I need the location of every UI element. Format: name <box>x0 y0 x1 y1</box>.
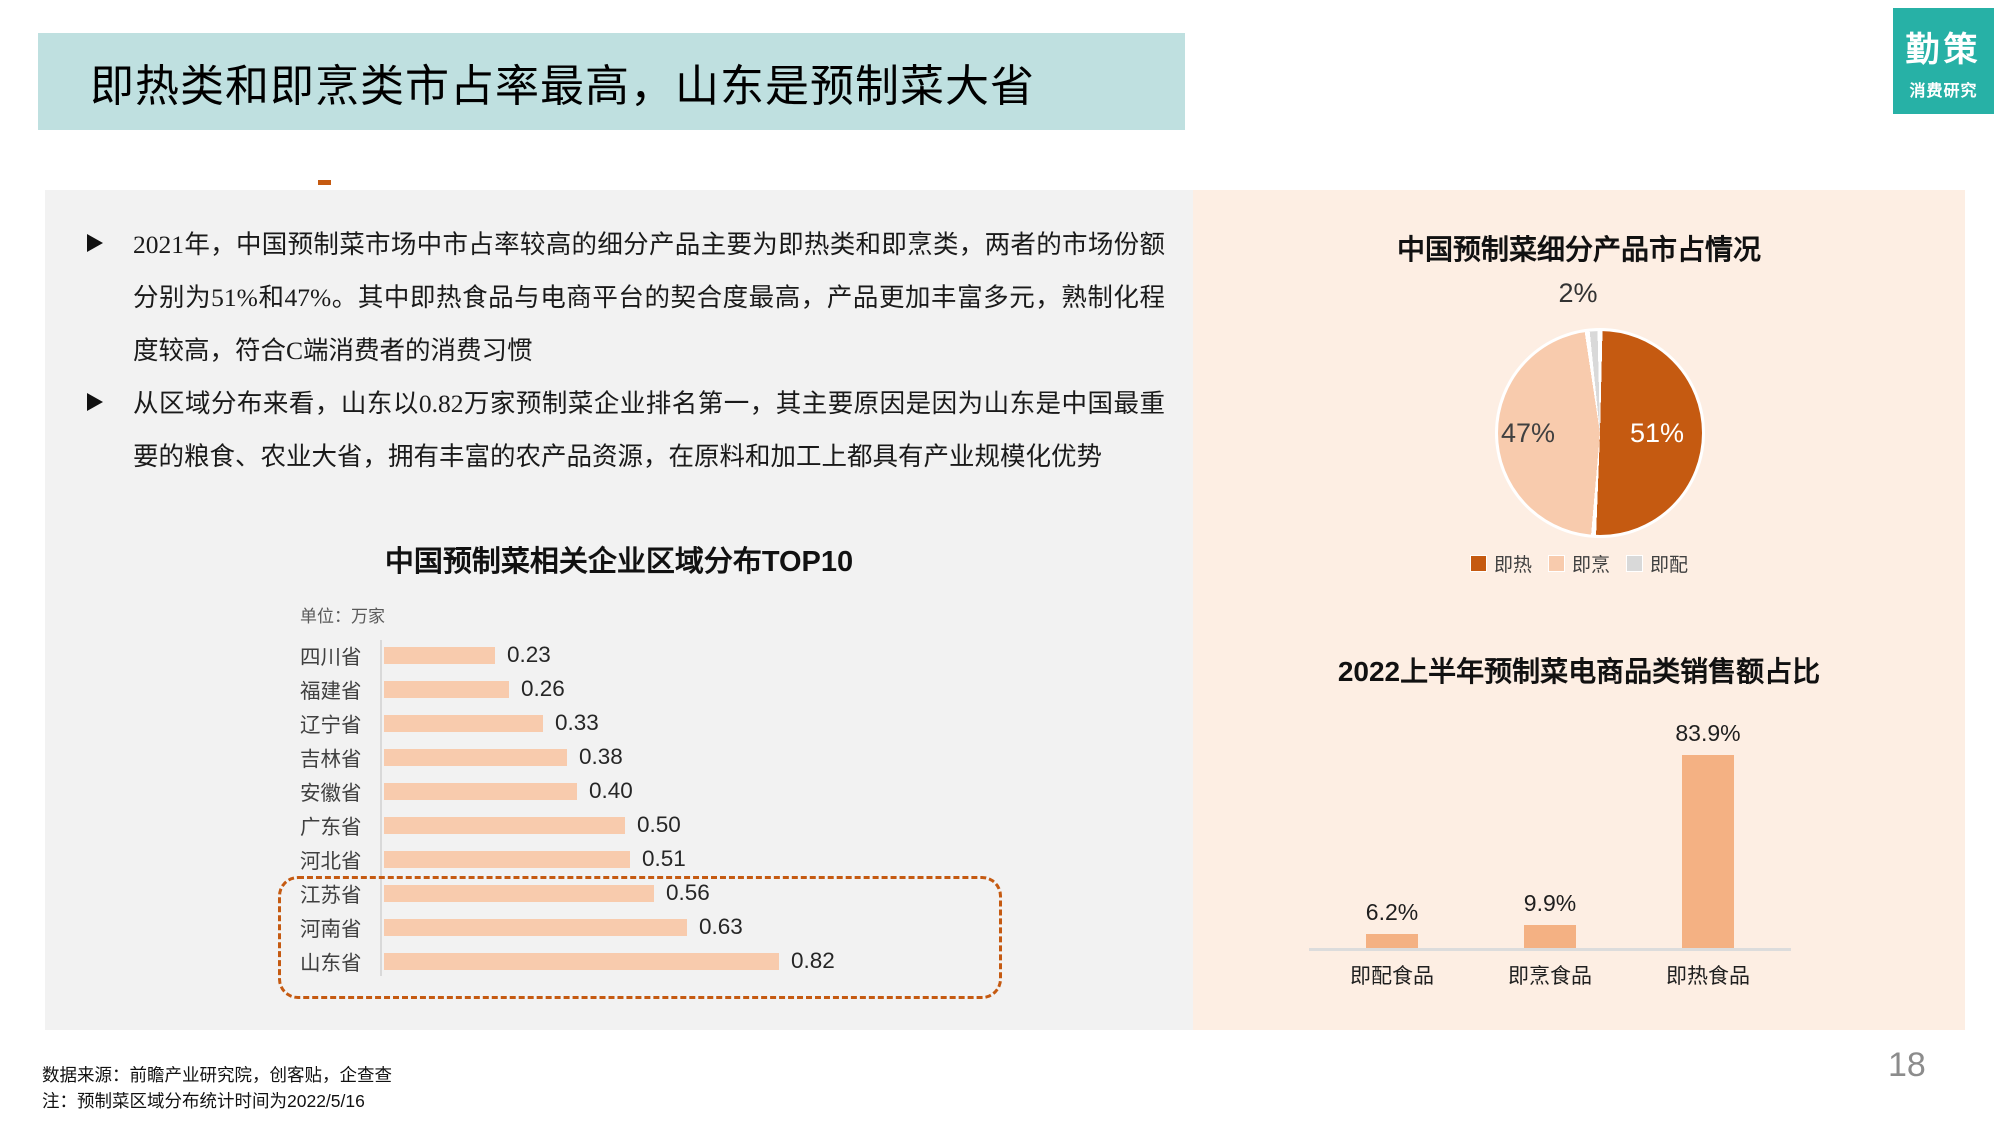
bar-row: 福建省 0.26 <box>300 672 1160 706</box>
bar <box>384 782 577 800</box>
value-label: 83.9% <box>1675 720 1741 746</box>
legend-label: 即配 <box>1650 555 1689 576</box>
category-label: 即热食品 <box>1666 965 1750 988</box>
category-label: 福建省 <box>300 680 362 703</box>
pie-slice-label: 47% <box>1500 418 1556 448</box>
category-label: 吉林省 <box>300 748 362 771</box>
value-label: 0.56 <box>666 880 710 905</box>
bullet-text: 从区域分布来看，山东以0.82万家预制菜企业排名第一，其主要原因是因为山东是中国… <box>133 389 1165 471</box>
bar <box>384 748 567 766</box>
pie-legend: 即热 即烹 即配 <box>1193 550 1965 577</box>
column: 83.9% <box>1629 720 1787 948</box>
category-label: 河南省 <box>300 918 362 941</box>
value-label: 0.51 <box>642 846 686 871</box>
bar <box>384 680 509 698</box>
bar <box>384 952 779 970</box>
right-content-panel: 中国预制菜细分产品市占情况 2% 51% 47% 即热 即烹 即配 2022上半年预… <box>1193 190 1965 1030</box>
bar-row: 辽宁省 0.33 <box>300 706 1160 740</box>
column: 9.9% <box>1471 890 1629 948</box>
value-label: 0.82 <box>791 948 835 973</box>
category-label: 安徽省 <box>300 782 362 805</box>
value-label: 0.63 <box>699 914 743 939</box>
bar-row: 广东省 0.50 <box>300 808 1160 842</box>
bar-row: 安徽省 0.40 <box>300 774 1160 808</box>
bar <box>384 714 543 732</box>
bar-row: 河北省 0.51 <box>300 842 1160 876</box>
page-title: 即热类和即烹类市占率最高，山东是预制菜大省 <box>90 61 1035 111</box>
title-bar: 即热类和即烹类市占率最高，山东是预制菜大省 <box>38 33 1185 130</box>
x-axis-line <box>1309 948 1791 951</box>
bullet-text: 2021年，中国预制菜市场中市占率较高的细分产品主要为即热类和即烹类，两者的市场… <box>133 230 1165 365</box>
category-label: 江苏省 <box>300 884 362 907</box>
pie-slice-label: 51% <box>1629 418 1685 448</box>
category-label: 即烹食品 <box>1508 965 1592 988</box>
value-label: 0.40 <box>589 778 633 803</box>
category-label: 四川省 <box>300 646 362 669</box>
legend-label: 即热 <box>1493 555 1532 576</box>
brand-logo-name: 勤策 <box>1905 31 1982 69</box>
category-label: 山东省 <box>300 952 362 975</box>
bar <box>384 816 625 834</box>
column-chart-title: 2022上半年预制菜电商品类销售额占比 <box>1337 656 1821 687</box>
value-label: 0.33 <box>555 710 599 735</box>
bullet-item: 从区域分布来看，山东以0.82万家预制菜企业排名第一，其主要原因是因为山东是中国… <box>87 377 1165 483</box>
value-label: 0.23 <box>507 642 551 667</box>
legend-swatch <box>1469 555 1487 572</box>
footnote: 注：预制菜区域分布统计时间为2022/5/16 <box>42 1091 365 1111</box>
category-label: 河北省 <box>300 850 362 873</box>
left-content-panel: 2021年，中国预制菜市场中市占率较高的细分产品主要为即热类和即烹类，两者的市场… <box>45 190 1193 1030</box>
bullet-list: 2021年，中国预制菜市场中市占率较高的细分产品主要为即热类和即烹类，两者的市场… <box>87 218 1165 483</box>
bullet-item: 2021年，中国预制菜市场中市占率较高的细分产品主要为即热类和即烹类，两者的市场… <box>87 218 1165 377</box>
column-chart: 6.2% 9.9% 83.9% <box>1313 716 1787 948</box>
bar-chart: 四川省 0.23 福建省 0.26 辽宁省 0.33 吉林省 0.38 安徽省 0.40 广东省 0.… <box>300 638 1160 978</box>
unit-label: 单位：万家 <box>300 607 385 626</box>
bar-row: 四川省 0.23 <box>300 638 1160 672</box>
column: 6.2% <box>1313 899 1471 948</box>
pie-chart-title: 中国预制菜细分产品市占情况 <box>1396 234 1761 265</box>
data-source-note: 数据来源：前瞻产业研究院，创客贴，企查查 <box>42 1065 392 1085</box>
value-label: 0.50 <box>637 812 681 837</box>
legend-item: 即配 <box>1626 550 1688 577</box>
bar-row: 河南省 0.63 <box>300 910 1160 944</box>
bar-row: 江苏省 0.56 <box>300 876 1160 910</box>
bar <box>1366 934 1418 948</box>
arrow-bullet-icon <box>87 218 133 377</box>
column-chart-categories: 即配食品 即烹食品 即热食品 <box>1313 960 1787 990</box>
legend-item: 即烹 <box>1547 550 1610 577</box>
value-label: 0.38 <box>579 744 623 769</box>
bar <box>384 918 687 936</box>
highlight-dashed-box <box>278 876 1002 999</box>
legend-swatch <box>1626 555 1643 572</box>
value-label: 6.2% <box>1365 899 1419 925</box>
legend-swatch <box>1547 555 1565 572</box>
bar <box>384 850 630 868</box>
brand-logo-subtitle: 消费研究 <box>1909 82 1978 100</box>
legend-item: 即热 <box>1469 550 1532 577</box>
bar-chart-title: 中国预制菜相关企业区域分布TOP10 <box>384 546 854 578</box>
brand-logo: 勤策 消费研究 <box>1893 8 1994 114</box>
bar <box>1524 925 1576 948</box>
category-label: 辽宁省 <box>300 714 362 737</box>
pie-slice-label: 2% <box>1558 278 1598 308</box>
bar <box>1682 755 1734 948</box>
category-label: 即配食品 <box>1350 965 1434 988</box>
bar-row: 山东省 0.82 <box>300 944 1160 978</box>
value-label: 9.9% <box>1523 890 1577 916</box>
legend-label: 即烹 <box>1571 555 1610 576</box>
page-number: 18 <box>1888 1046 1926 1084</box>
bar <box>384 884 654 902</box>
value-label: 0.26 <box>521 676 565 701</box>
pie-chart <box>1495 328 1705 538</box>
accent-dash <box>318 180 331 185</box>
category-label: 广东省 <box>300 816 362 839</box>
bar <box>384 646 495 664</box>
arrow-bullet-icon <box>87 377 133 483</box>
bar-row: 吉林省 0.38 <box>300 740 1160 774</box>
